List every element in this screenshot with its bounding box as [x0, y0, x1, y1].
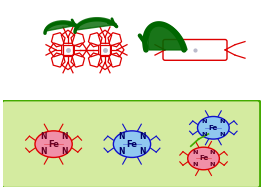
Text: N: N: [139, 147, 146, 156]
Text: Fe: Fe: [209, 125, 218, 131]
Text: N: N: [210, 162, 215, 167]
Text: N: N: [192, 162, 197, 167]
Ellipse shape: [188, 147, 219, 170]
Text: N: N: [219, 119, 225, 124]
Text: N: N: [40, 147, 46, 156]
Ellipse shape: [113, 131, 151, 157]
Text: N: N: [210, 150, 215, 155]
Polygon shape: [75, 18, 117, 30]
Text: N: N: [118, 132, 125, 141]
Polygon shape: [45, 21, 78, 31]
Text: N: N: [40, 132, 46, 141]
Text: N: N: [202, 119, 207, 124]
Text: N: N: [61, 147, 67, 156]
Text: N: N: [202, 132, 207, 137]
Text: N: N: [61, 132, 67, 141]
FancyBboxPatch shape: [2, 100, 260, 188]
Text: Fe: Fe: [199, 156, 208, 161]
Text: Fe: Fe: [126, 140, 138, 149]
Text: Fe: Fe: [48, 140, 59, 149]
Ellipse shape: [197, 116, 229, 139]
Ellipse shape: [35, 131, 72, 157]
Text: N: N: [139, 132, 146, 141]
Polygon shape: [148, 24, 187, 50]
Text: N: N: [118, 147, 125, 156]
Text: N: N: [192, 150, 197, 155]
Text: N: N: [219, 132, 225, 137]
